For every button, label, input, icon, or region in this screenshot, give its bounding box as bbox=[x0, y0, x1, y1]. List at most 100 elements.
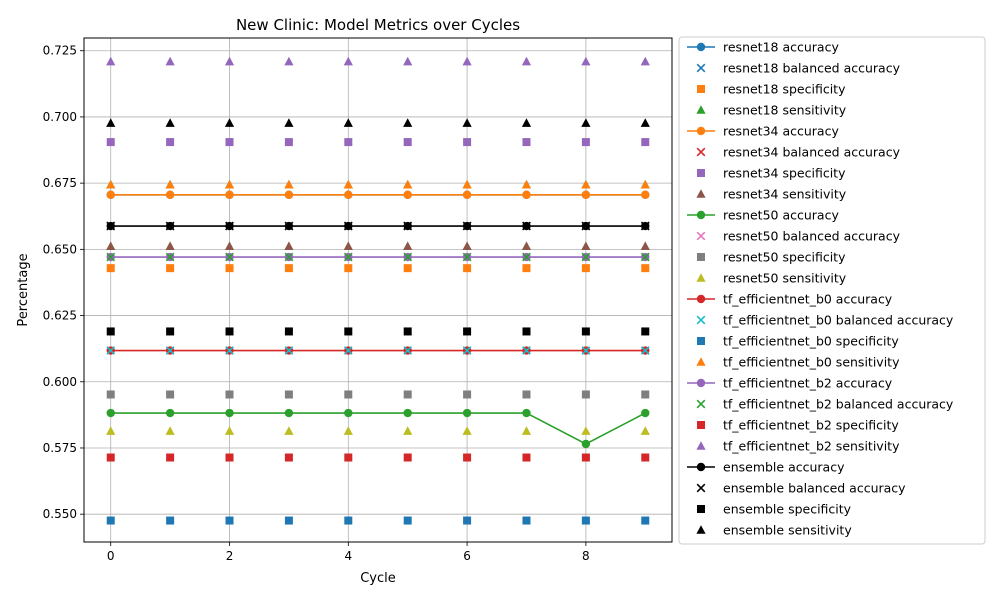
data-point bbox=[581, 346, 591, 355]
legend-item: resnet18 sensitivity bbox=[696, 103, 847, 118]
legend-marker bbox=[696, 462, 706, 472]
legend-marker bbox=[696, 231, 706, 241]
data-point bbox=[224, 241, 235, 250]
data-point bbox=[522, 516, 531, 525]
series-tf_efficientnet_b0-specificity bbox=[106, 516, 650, 525]
data-point bbox=[640, 118, 650, 127]
data-point bbox=[343, 221, 353, 231]
data-point bbox=[641, 408, 650, 418]
data-point bbox=[165, 56, 175, 66]
data-point bbox=[581, 426, 591, 435]
data-point bbox=[462, 426, 472, 435]
legend-marker bbox=[696, 273, 706, 282]
legend-label: resnet50 sensitivity bbox=[723, 271, 847, 286]
data-point bbox=[284, 453, 293, 462]
data-point bbox=[521, 241, 532, 250]
y-tick-label: 0.575 bbox=[43, 441, 77, 455]
data-point bbox=[343, 252, 353, 262]
data-point bbox=[284, 327, 293, 336]
legend-label: tf_efficientnet_b0 balanced accuracy bbox=[723, 313, 954, 328]
data-point bbox=[165, 221, 175, 231]
series-resnet50-sensitivity bbox=[106, 426, 650, 435]
legend-marker bbox=[696, 315, 706, 325]
legend-label: resnet34 balanced accuracy bbox=[723, 145, 901, 160]
data-point bbox=[284, 118, 294, 127]
y-tick-label: 0.675 bbox=[43, 176, 77, 190]
legend-marker bbox=[696, 189, 706, 198]
data-point bbox=[166, 453, 175, 462]
data-point bbox=[166, 327, 175, 336]
data-point bbox=[225, 453, 234, 462]
data-point bbox=[403, 179, 413, 189]
data-point bbox=[225, 346, 234, 355]
data-point bbox=[641, 516, 650, 525]
series-resnet34-specificity bbox=[106, 138, 650, 147]
legend-marker bbox=[697, 85, 705, 93]
data-point bbox=[224, 179, 235, 189]
legend-marker bbox=[697, 421, 705, 429]
data-point bbox=[403, 252, 413, 262]
data-point bbox=[463, 453, 472, 462]
data-point bbox=[462, 56, 472, 66]
legend-item: tf_efficientnet_b0 specificity bbox=[697, 334, 899, 349]
data-point bbox=[106, 241, 116, 250]
data-point bbox=[581, 439, 591, 449]
data-point bbox=[462, 241, 472, 250]
data-point bbox=[641, 453, 650, 462]
legend-item: resnet50 accuracy bbox=[687, 208, 839, 223]
data-point bbox=[581, 516, 590, 525]
legend-label: resnet18 accuracy bbox=[723, 40, 839, 55]
data-point bbox=[403, 346, 413, 355]
series-tf_efficientnet_b2-specificity bbox=[106, 453, 650, 462]
data-point bbox=[581, 190, 591, 199]
series-resnet34-sensitivity bbox=[106, 241, 650, 250]
data-point bbox=[343, 118, 353, 127]
data-point bbox=[640, 426, 650, 435]
data-point bbox=[224, 118, 235, 127]
y-axis-label: Percentage bbox=[16, 253, 31, 326]
legend-marker bbox=[696, 378, 706, 388]
data-point bbox=[403, 241, 413, 250]
legend-label: tf_efficientnet_b2 accuracy bbox=[723, 376, 893, 391]
y-tick-label: 0.650 bbox=[43, 242, 77, 256]
data-point bbox=[403, 118, 413, 127]
series-ensemble-accuracy bbox=[106, 221, 650, 231]
data-point bbox=[284, 241, 294, 250]
legend-label: ensemble sensitivity bbox=[723, 523, 852, 538]
plot-series bbox=[106, 56, 650, 525]
data-point bbox=[343, 179, 353, 189]
data-point bbox=[106, 390, 115, 399]
data-point bbox=[106, 118, 116, 127]
legend-label: tf_efficientnet_b0 specificity bbox=[723, 334, 899, 349]
data-point bbox=[463, 390, 472, 399]
y-tick-label: 0.625 bbox=[43, 309, 77, 323]
data-point bbox=[522, 346, 531, 355]
data-point bbox=[225, 190, 234, 199]
legend-label: ensemble specificity bbox=[723, 502, 852, 517]
data-point bbox=[284, 138, 293, 147]
legend-item: ensemble specificity bbox=[697, 502, 852, 517]
data-point bbox=[284, 190, 294, 199]
data-point bbox=[462, 221, 472, 231]
data-point bbox=[225, 390, 234, 399]
data-point bbox=[522, 138, 531, 147]
data-point bbox=[403, 264, 412, 273]
data-point bbox=[403, 453, 412, 462]
legend-item: tf_efficientnet_b2 specificity bbox=[697, 418, 899, 433]
data-point bbox=[462, 190, 472, 199]
chart-title: New Clinic: Model Metrics over Cycles bbox=[236, 16, 520, 34]
data-point bbox=[463, 264, 472, 273]
data-point bbox=[106, 190, 115, 199]
legend-marker bbox=[697, 505, 705, 513]
data-point bbox=[344, 408, 353, 418]
data-point bbox=[165, 408, 175, 418]
data-point bbox=[106, 138, 115, 147]
y-tick-label: 0.600 bbox=[43, 375, 77, 389]
series-tf_efficientnet_b2-balanced-accuracy bbox=[106, 252, 650, 262]
y-tick-label: 0.725 bbox=[43, 44, 77, 58]
legend-item: resnet34 accuracy bbox=[687, 124, 839, 139]
data-point bbox=[284, 179, 294, 189]
data-point bbox=[284, 264, 293, 273]
legend-marker bbox=[696, 210, 706, 220]
data-point bbox=[224, 56, 235, 66]
